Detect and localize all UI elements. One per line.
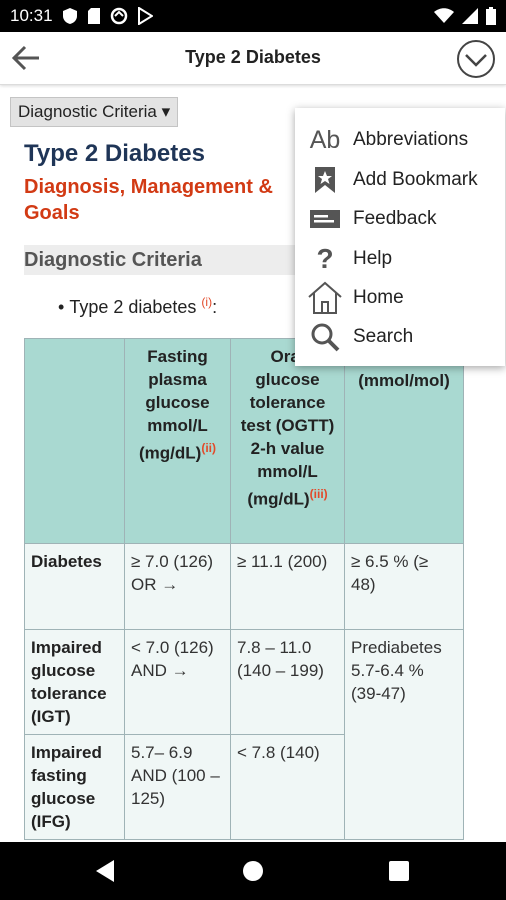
- table-row: Impaired glucose tolerance (IGT) < 7.0 (…: [24, 629, 464, 840]
- overflow-menu: Ab Abbreviations Add Bookmark Feedback ?…: [295, 108, 505, 366]
- bullet-item: • Type 2 diabetes (i):: [58, 295, 218, 317]
- system-nav-bar: [0, 842, 506, 900]
- table-cell: ≥ 6.5 % (≥ 48): [344, 543, 464, 630]
- status-bar: 10:31: [0, 0, 506, 32]
- menu-item-label: Home: [353, 287, 404, 308]
- menu-item-label: Abbreviations: [353, 129, 469, 150]
- table-row: Impaired fasting glucose (IFG) 5.7– 6.9 …: [24, 734, 464, 840]
- menu-item-label: Add Bookmark: [353, 169, 478, 190]
- menu-item-feedback[interactable]: Feedback: [295, 199, 505, 239]
- question-icon: ?: [316, 243, 334, 274]
- header-cell-ogtt: Oral glucose tolerance test (OGTT) 2-h v…: [230, 338, 345, 544]
- overflow-menu-button[interactable]: [456, 39, 496, 79]
- menu-item-add-bookmark[interactable]: Add Bookmark: [295, 160, 505, 200]
- menu-item-label: Search: [353, 326, 414, 347]
- menu-item-label: Feedback: [353, 208, 437, 229]
- menu-item-help[interactable]: ? Help: [295, 239, 505, 279]
- table-cell: 7.8 – 11.0 (140 – 199): [230, 629, 345, 735]
- table-cell: < 7.8 (140): [230, 734, 345, 840]
- table-header-row: Fasting plasma glucose mmol/L (mg/dL)(ii…: [24, 338, 464, 544]
- wifi-icon: [434, 8, 454, 23]
- feedback-icon: [307, 203, 343, 235]
- nav-back-button[interactable]: [90, 856, 120, 886]
- menu-item-search[interactable]: Search: [295, 317, 505, 357]
- bookmark-icon: [307, 164, 343, 196]
- home-circle-icon: [243, 861, 263, 881]
- table-cell: < 7.0 (126) AND →: [124, 629, 231, 735]
- header-cell-a1c: (mmol/mol): [344, 338, 464, 544]
- menu-item-home[interactable]: Home: [295, 278, 505, 318]
- header-cell-fpg: Fasting plasma glucose mmol/L (mg/dL)(ii…: [124, 338, 231, 544]
- back-triangle-icon: [96, 860, 114, 882]
- nav-recents-button[interactable]: [384, 856, 414, 886]
- nav-home-button[interactable]: [238, 856, 268, 886]
- play-store-icon: [138, 7, 153, 25]
- diagnostic-criteria-table: Fasting plasma glucose mmol/L (mg/dL)(ii…: [24, 338, 464, 840]
- sd-card-icon: [88, 8, 100, 24]
- app-bar: Type 2 Diabetes: [0, 32, 506, 85]
- header-fpg-text: Fasting plasma glucose mmol/L (mg/dL): [139, 347, 210, 463]
- shield-icon: [63, 8, 77, 24]
- arrow-left-icon: [11, 45, 39, 71]
- signal-icon: [462, 8, 478, 24]
- back-button[interactable]: [8, 42, 44, 74]
- row-label: Impaired glucose tolerance (IGT): [24, 629, 125, 735]
- table-row: Diabetes ≥ 7.0 (126) OR → ≥ 11.1 (200) ≥…: [24, 543, 464, 630]
- bullet-text: Type 2 diabetes: [69, 297, 202, 317]
- header-ogtt-text: Oral glucose tolerance test (OGTT) 2-h v…: [240, 347, 335, 509]
- menu-item-label: Help: [353, 248, 393, 269]
- table-cell: 5.7– 6.9 AND (100 – 125): [124, 734, 231, 840]
- reference-link[interactable]: (ii): [201, 441, 216, 455]
- recents-square-icon: [389, 861, 409, 881]
- table-cell: Prediabetes 5.7-6.4 % (39-47): [344, 629, 464, 840]
- table-cell: ≥ 7.0 (126) OR →: [124, 543, 231, 630]
- page-title: Type 2 Diabetes: [185, 47, 321, 67]
- document-subtitle: Diagnosis, Management & Goals: [24, 176, 273, 224]
- main-content: Diagnostic Criteria ▾ Type 2 Diabetes Di…: [0, 85, 506, 841]
- home-icon: [307, 281, 343, 314]
- row-label: Impaired fasting glucose (IFG): [24, 734, 125, 840]
- section-dropdown[interactable]: Diagnostic Criteria ▾: [10, 97, 179, 127]
- table-cell: ≥ 11.1 (200): [230, 543, 345, 630]
- reference-link[interactable]: (iii): [309, 487, 328, 501]
- reference-link[interactable]: (i): [201, 295, 213, 309]
- chevron-down-circle-icon: [457, 40, 495, 78]
- abbreviations-icon: Ab: [309, 125, 341, 154]
- menu-caret: [466, 88, 486, 100]
- menu-item-abbreviations[interactable]: Ab Abbreviations: [295, 120, 505, 160]
- battery-icon: [486, 7, 496, 25]
- bullet-tail: :: [212, 297, 218, 317]
- status-system-icons: [434, 6, 496, 26]
- sync-icon: [110, 7, 128, 25]
- status-notification-icons: [62, 6, 153, 26]
- document-title: Type 2 Diabetes: [24, 140, 205, 167]
- row-label: Diabetes: [24, 543, 125, 630]
- header-a1c-text: (mmol/mol): [358, 371, 450, 390]
- status-time: 10:31: [10, 6, 53, 25]
- header-cell-empty: [24, 338, 125, 544]
- search-icon: [307, 321, 343, 353]
